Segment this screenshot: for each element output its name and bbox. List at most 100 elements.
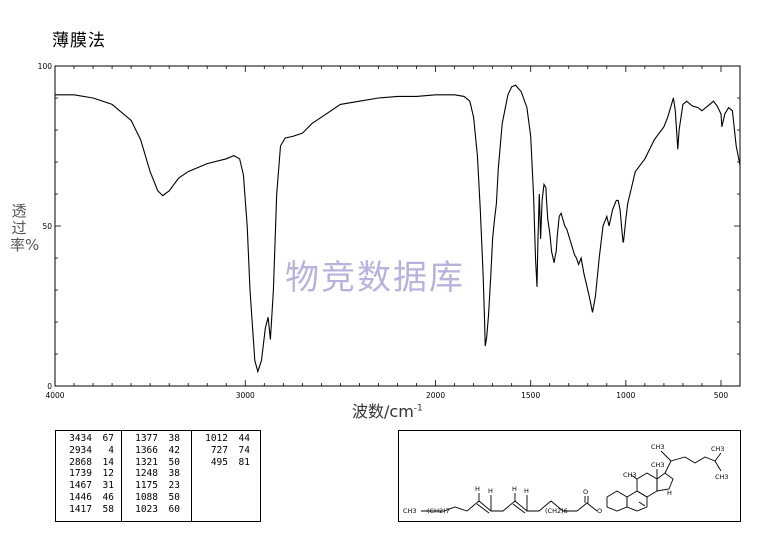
peak-transmittance: 38	[168, 433, 180, 444]
peak-table-column: 3434 67 2934 4 2868 14 1739 12 1467 31 1446 46 1417 5…	[56, 431, 122, 521]
label-ch3-tail: CH3	[403, 507, 417, 515]
peak-table-row: 1023 60	[128, 504, 187, 516]
double-bond-2	[512, 503, 526, 514]
label-ch2-6: (CH2)6	[545, 507, 568, 515]
peak-wavenumber: 495	[210, 456, 228, 468]
peak-transmittance: 4	[108, 444, 114, 456]
label-ch2-7: (CH2)7	[427, 507, 450, 515]
label-ch3-a: CH3	[623, 471, 637, 479]
label-h5: H	[667, 489, 672, 497]
label-h1: H	[475, 485, 480, 493]
peak-wavenumber: 1467	[69, 480, 92, 492]
peak-table-row: 1467 31	[62, 480, 117, 492]
peak-wavenumber: 1023	[135, 503, 158, 515]
peak-transmittance: 31	[102, 480, 114, 492]
peak-wavenumber: 1088	[135, 491, 158, 503]
peak-transmittance: 74	[238, 444, 250, 456]
peak-wavenumber: 1739	[69, 468, 92, 480]
structure-drawing: CH3 (CH2)7 H H H H (CH2)6 O O CH3 CH3 CH…	[403, 443, 729, 515]
ring-a	[606, 490, 628, 512]
x-tick-label: 1000	[616, 391, 635, 400]
axis-ticks	[54, 65, 741, 387]
ring-d	[656, 472, 674, 492]
label-h4: H	[524, 487, 529, 495]
peak-transmittance: 14	[102, 456, 114, 468]
peak-table: 3434 67 2934 4 2868 14 1739 12 1467 31 1446 46 1417 5…	[55, 430, 261, 522]
peak-table-column: 1012 44 727 74 495 81	[192, 431, 260, 521]
peak-wavenumber: 2934	[69, 444, 92, 456]
label-ch3-d: CH3	[711, 445, 725, 453]
label-ester-o: O	[597, 507, 602, 515]
y-tick-label: 0	[47, 382, 52, 391]
peak-table-row: 2868 14	[62, 457, 117, 469]
peak-wavenumber: 1377	[135, 433, 158, 444]
peak-transmittance: 46	[102, 491, 114, 503]
ester-linkage	[576, 502, 598, 512]
peak-transmittance: 38	[168, 468, 180, 480]
peak-transmittance: 81	[238, 456, 250, 468]
peak-table-row: 1248 38	[128, 468, 187, 480]
spectrum-line	[55, 84, 741, 374]
label-carbonyl-o: O	[583, 488, 588, 496]
x-tick-label: 3000	[236, 391, 255, 400]
peak-table-row: 1739 12	[62, 468, 117, 480]
peak-wavenumber: 2868	[69, 456, 92, 468]
peak-transmittance: 42	[168, 444, 180, 456]
y-axis-label: 透过率%	[10, 202, 40, 254]
x-axis-label: 波数/cm-1	[352, 402, 423, 421]
x-tick-label: 4000	[45, 391, 64, 400]
peak-wavenumber: 1012	[205, 433, 228, 444]
peak-table-row: 1366 42	[128, 445, 187, 457]
peak-transmittance: 50	[168, 491, 180, 503]
peak-table-row: 1446 46	[62, 492, 117, 504]
peak-wavenumber: 1248	[135, 468, 158, 480]
peak-table-row: 1377 38	[128, 433, 187, 445]
peak-transmittance: 44	[238, 433, 250, 444]
peak-transmittance: 23	[168, 480, 180, 492]
label-ch3-c: CH3	[651, 443, 665, 451]
peak-wavenumber: 727	[210, 444, 228, 456]
molecular-structure: CH3 (CH2)7 H H H H (CH2)6 O O CH3 CH3 CH…	[398, 430, 741, 522]
label-h2: H	[488, 487, 493, 495]
peak-wavenumber: 1366	[135, 444, 158, 456]
axis-tick-labels: 4000 3000 2000 1500 1000 500 0 50 100	[38, 62, 729, 400]
peak-transmittance: 12	[102, 468, 114, 480]
peak-transmittance: 60	[168, 503, 180, 515]
label-h3: H	[512, 485, 517, 493]
peak-table-row: 727 74	[198, 445, 256, 457]
double-bond-1	[476, 503, 490, 514]
peak-table-row: 1321 50	[128, 457, 187, 469]
peak-transmittance: 67	[102, 433, 114, 444]
peak-transmittance: 58	[102, 503, 114, 515]
peak-wavenumber: 1175	[135, 480, 158, 492]
label-ch3-e: CH3	[715, 473, 729, 481]
ring-c	[636, 472, 658, 498]
peak-table-row: 1088 50	[128, 492, 187, 504]
fatty-chain	[421, 500, 577, 512]
y-tick-label: 100	[38, 62, 53, 71]
label-ch3-b: CH3	[651, 461, 665, 469]
y-tick-label: 50	[42, 222, 52, 231]
peak-table-row: 1175 23	[128, 480, 187, 492]
plot-frame	[54, 65, 741, 387]
peak-transmittance: 50	[168, 456, 180, 468]
peak-wavenumber: 1446	[69, 491, 92, 503]
ring-double-bond	[638, 501, 646, 507]
peak-wavenumber: 3434	[69, 433, 92, 444]
peak-table-row: 1417 58	[62, 504, 117, 516]
peak-wavenumber: 1321	[135, 456, 158, 468]
peak-table-row: 1012 44	[198, 433, 256, 445]
x-tick-label: 2000	[426, 391, 445, 400]
ring-b	[626, 490, 648, 512]
peak-table-column: 1377 38 1366 42 1321 50 1248 38 1175 23 1088 50 1023…	[122, 431, 192, 521]
page-title: 薄膜法	[52, 31, 106, 51]
peak-wavenumber: 1417	[69, 503, 92, 515]
peak-table-row: 3434 67	[62, 433, 117, 445]
x-tick-label: 1500	[521, 391, 540, 400]
watermark: 物竞数据库	[285, 258, 465, 298]
peak-table-row: 495 81	[198, 457, 256, 469]
peak-table-row: 2934 4	[62, 445, 117, 457]
side-chain	[664, 452, 722, 474]
x-tick-label: 500	[714, 391, 729, 400]
